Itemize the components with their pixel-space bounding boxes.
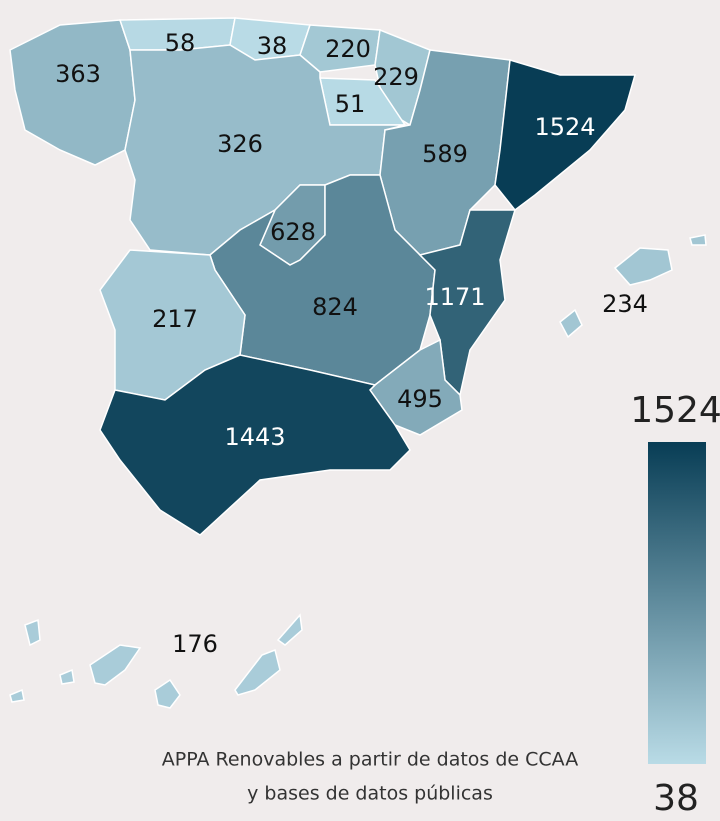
region-value: 326 [217, 130, 263, 158]
region [494, 59, 636, 212]
region [9, 19, 136, 166]
region-value: 58 [165, 29, 196, 57]
region-value: 628 [270, 218, 316, 246]
region-value: 824 [312, 293, 358, 321]
region-value: 38 [257, 32, 288, 60]
region [299, 24, 381, 73]
region-value: 1171 [424, 283, 485, 311]
region [99, 354, 411, 536]
region-value: 217 [152, 305, 198, 333]
region-value: 229 [373, 63, 419, 91]
region-value: 589 [422, 140, 468, 168]
region-value: 1524 [534, 113, 595, 141]
source-line: y bases de datos públicas [247, 783, 493, 805]
region-value: 363 [55, 60, 101, 88]
regions [9, 17, 707, 709]
legend-max: 1524 [630, 390, 720, 431]
region-value: 176 [172, 630, 218, 658]
region [559, 234, 707, 339]
region-value: 495 [397, 385, 443, 413]
source-line: APPA Renovables a partir de datos de CCA… [162, 749, 578, 771]
region-value: 234 [602, 290, 648, 318]
region-value: 1443 [224, 423, 285, 451]
legend-min: 38 [653, 778, 699, 819]
region-value: 51 [335, 90, 366, 118]
legend-bar [648, 442, 706, 764]
region [9, 613, 303, 709]
region-value: 220 [325, 35, 371, 63]
